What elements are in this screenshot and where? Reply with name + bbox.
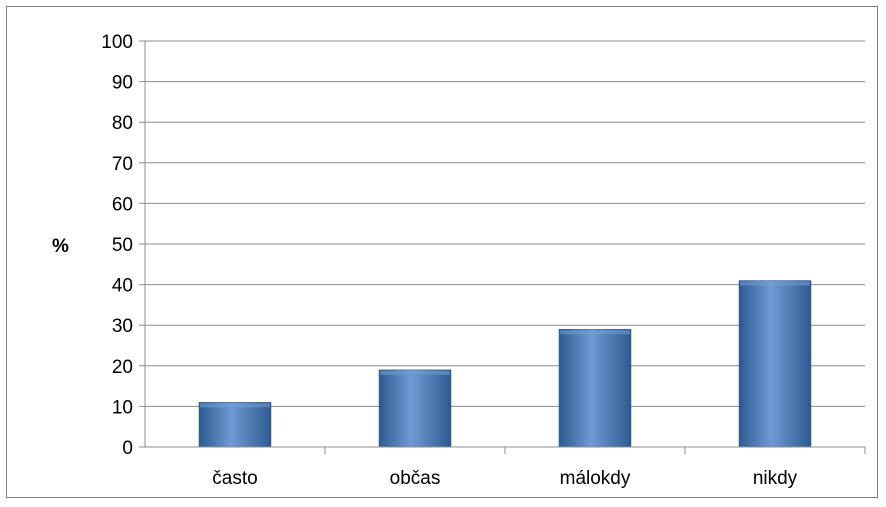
bar-highlight-1 <box>380 370 450 375</box>
y-tick-label: 70 <box>112 154 133 175</box>
x-category-label: nikdy <box>753 468 798 489</box>
y-tick-label: 20 <box>112 357 133 378</box>
y-tick-label: 30 <box>112 316 133 337</box>
bar-2 <box>558 329 632 448</box>
axes <box>139 40 866 454</box>
labels: % 0 10 20 30 40 50 60 70 80 90 100 často občas málokd… <box>52 32 798 489</box>
bar-3 <box>738 280 812 448</box>
y-tick-label: 40 <box>112 276 133 297</box>
chart-frame: % 0 10 20 30 40 50 60 70 80 90 100 často občas málokd… <box>6 6 878 498</box>
bar-highlight-0 <box>200 403 270 408</box>
x-category-label: málokdy <box>560 468 631 489</box>
x-category-label: občas <box>390 468 441 489</box>
bar-0 <box>198 402 272 448</box>
y-tick-label: 80 <box>112 113 133 134</box>
bar-highlight-2 <box>560 330 630 335</box>
y-axis-label: % <box>52 236 69 257</box>
y-tick-label: 0 <box>122 438 133 459</box>
y-tick-label: 100 <box>101 32 133 53</box>
bar-highlight-3 <box>740 281 810 286</box>
y-tick-label: 10 <box>112 397 133 418</box>
y-tick-label: 50 <box>112 235 133 256</box>
x-category-label: často <box>212 468 257 489</box>
y-tick-label: 90 <box>112 73 133 94</box>
y-tick-label: 60 <box>112 194 133 215</box>
bars <box>198 280 812 448</box>
bar-1 <box>378 369 452 448</box>
gridlines <box>145 40 865 407</box>
